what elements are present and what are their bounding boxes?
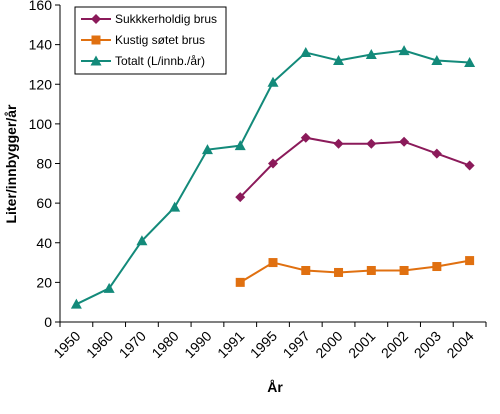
y-tick-label: 120 — [29, 76, 53, 92]
y-tick-label: 80 — [36, 156, 52, 172]
legend-label: Totalt (L/innb./år) — [115, 54, 205, 68]
y-tick-label: 140 — [29, 37, 53, 53]
x-tick-label: 1995 — [247, 328, 280, 361]
legend-label: Kustig søtet brus — [115, 33, 205, 47]
data-point — [334, 267, 344, 277]
data-point — [333, 138, 344, 149]
data-point — [464, 56, 476, 67]
data-point — [366, 138, 377, 149]
legend: Sukkkerholdig brus Kustig søtet brus Total… — [74, 6, 227, 75]
x-tick-label: 2004 — [443, 328, 476, 361]
legend-marker — [91, 14, 101, 24]
series-1 — [235, 132, 475, 203]
x-tick-label: 2001 — [345, 328, 378, 361]
data-point — [267, 76, 279, 87]
legend-marker — [90, 55, 102, 66]
data-point — [398, 45, 410, 56]
data-point — [300, 47, 312, 58]
x-tick-label: 2003 — [411, 328, 444, 361]
data-point — [136, 235, 148, 246]
data-point — [268, 158, 278, 169]
data-point — [70, 298, 82, 309]
data-point — [103, 282, 115, 293]
y-tick-label: 100 — [29, 116, 53, 132]
x-axis-title: År — [267, 379, 283, 395]
legend-marker — [91, 35, 101, 45]
data-point — [366, 265, 376, 275]
series-layer — [70, 45, 476, 309]
series-3 — [70, 45, 476, 309]
data-point — [464, 160, 475, 171]
data-point — [333, 54, 345, 65]
x-tick-label: 2002 — [378, 328, 411, 361]
x-tick-label: 1960 — [83, 328, 116, 361]
y-tick-label: 40 — [36, 235, 52, 251]
series-2 — [235, 256, 475, 287]
x-tick-label: 2000 — [312, 328, 345, 361]
data-point — [465, 256, 475, 266]
data-point — [235, 192, 246, 203]
x-tick-label: 1990 — [181, 328, 214, 361]
y-tick-label: 20 — [36, 274, 52, 290]
data-point — [234, 140, 246, 151]
data-point — [365, 49, 377, 60]
data-point — [399, 265, 409, 275]
y-tick-label: 60 — [36, 195, 52, 211]
x-tick-label: 1980 — [148, 328, 181, 361]
data-point — [432, 262, 442, 272]
data-point — [268, 258, 278, 268]
x-tick-label: 1970 — [116, 328, 149, 361]
x-tick-label: 1950 — [50, 328, 83, 361]
x-tick-label: 1991 — [214, 328, 247, 361]
data-point — [169, 201, 181, 212]
data-point — [431, 148, 442, 159]
data-point — [431, 54, 443, 65]
data-point — [399, 136, 410, 147]
y-axis-ticks: 0 20 40 60 80 100 120 140 160 — [29, 0, 60, 330]
y-axis-title: Liter/innbygger/år — [3, 104, 19, 224]
data-point — [201, 144, 213, 155]
data-point — [300, 132, 311, 143]
data-point — [235, 277, 245, 287]
x-tick-label: 1997 — [280, 328, 313, 361]
x-axis-ticks: 1950 1960 1970 1980 1990 1991 1995 1997 2000 2001… — [50, 322, 487, 361]
y-tick-label: 0 — [44, 314, 52, 330]
y-tick-label: 160 — [29, 0, 53, 13]
legend-label: Sukkkerholdig brus — [115, 12, 217, 26]
series-line — [239, 136, 470, 198]
series-line — [239, 259, 470, 284]
data-point — [301, 265, 311, 275]
